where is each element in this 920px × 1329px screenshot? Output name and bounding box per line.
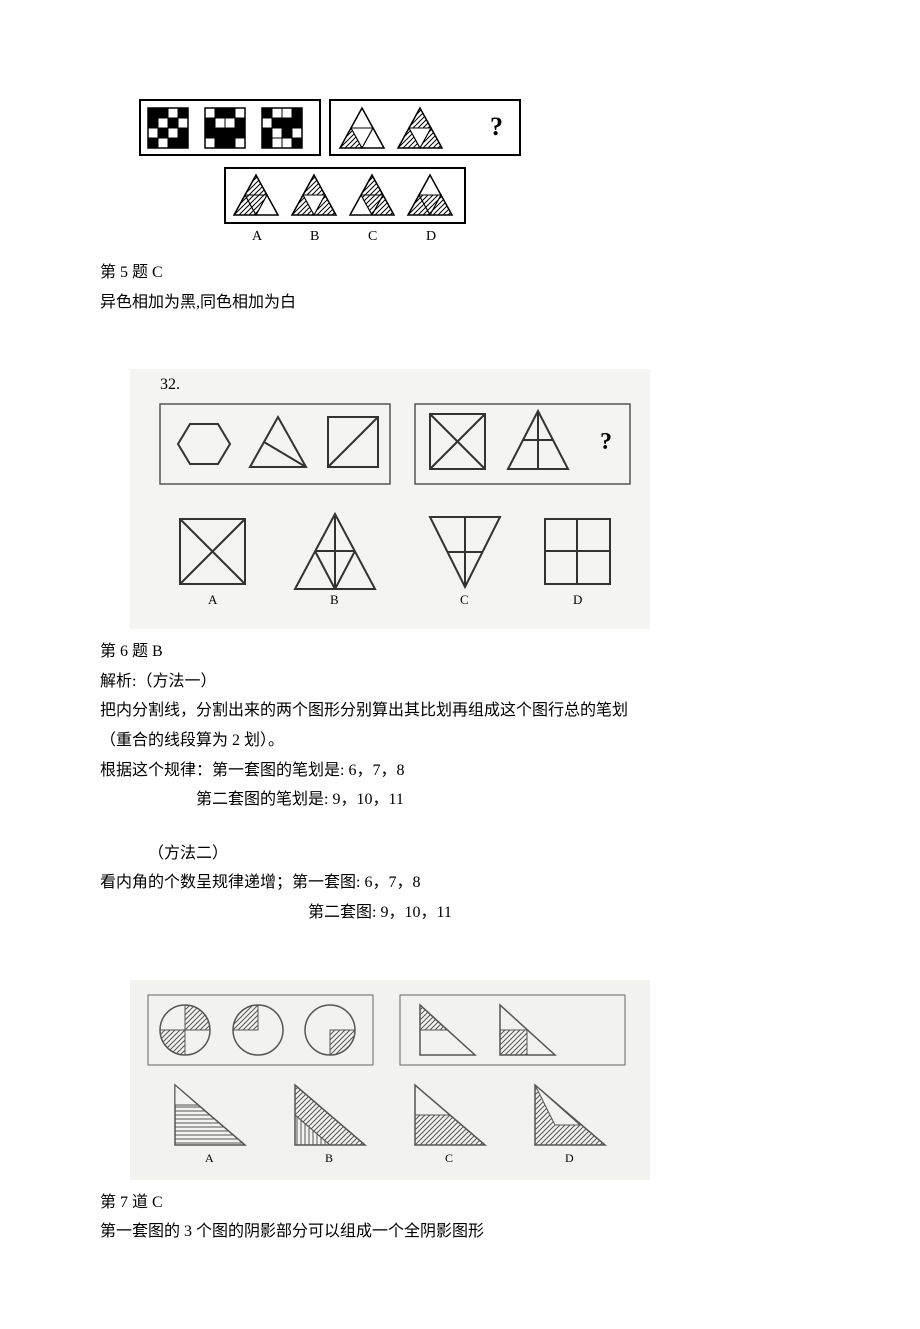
q6-l1: 解析:（方法一） [100,669,820,695]
q6-title: 第 6 题 B [100,639,820,665]
q7-label-c: C [445,1151,453,1165]
q7-label-a: A [205,1151,214,1165]
q7-l1: 第一套图的 3 个图的阴影部分可以组成一个全阴影图形 [100,1219,820,1245]
q6-l5: 第二套图的笔划是: 9，10，11 [196,787,820,813]
q6-label-c: C [460,592,469,607]
q6-qmark: ? [600,429,612,455]
q6-l8: 第二套图: 9，10，11 [308,900,820,926]
q7-label-d: D [565,1151,574,1165]
q5-label-d: D [426,229,436,244]
q6-label-d: D [573,592,582,607]
q7-title: 第 7 道 C [100,1190,820,1216]
q5-label-c: C [368,229,377,244]
q6-l7: 看内角的个数呈规律递增；第一套图: 6，7，8 [100,870,820,896]
q6-l4: 根据这个规律：第一套图的笔划是: 6，7，8 [100,758,820,784]
q6-label-a: A [208,592,218,607]
q6-number: 32. [160,376,180,393]
q7-label-b: B [325,1151,333,1165]
q5-figure: ? A B C D [130,90,820,250]
q6-figure: 32. ? A B [130,369,820,629]
q6-l2: 把内分割线，分割出来的两个图形分别算出其比划再组成这个图行总的笔划 [100,698,820,724]
q5-label-b: B [310,229,319,244]
q5-qmark: ? [490,112,503,141]
q5-label-a: A [252,229,263,244]
q7-figure: A B C D [130,980,820,1180]
q6-l6: （方法二） [148,841,820,867]
q5-explain-1: 异色相加为黑,同色相加为白 [100,290,820,316]
q5-title: 第 5 题 C [100,260,820,286]
q6-label-b: B [330,592,339,607]
q6-l3: （重合的线段算为 2 划）。 [100,728,820,754]
